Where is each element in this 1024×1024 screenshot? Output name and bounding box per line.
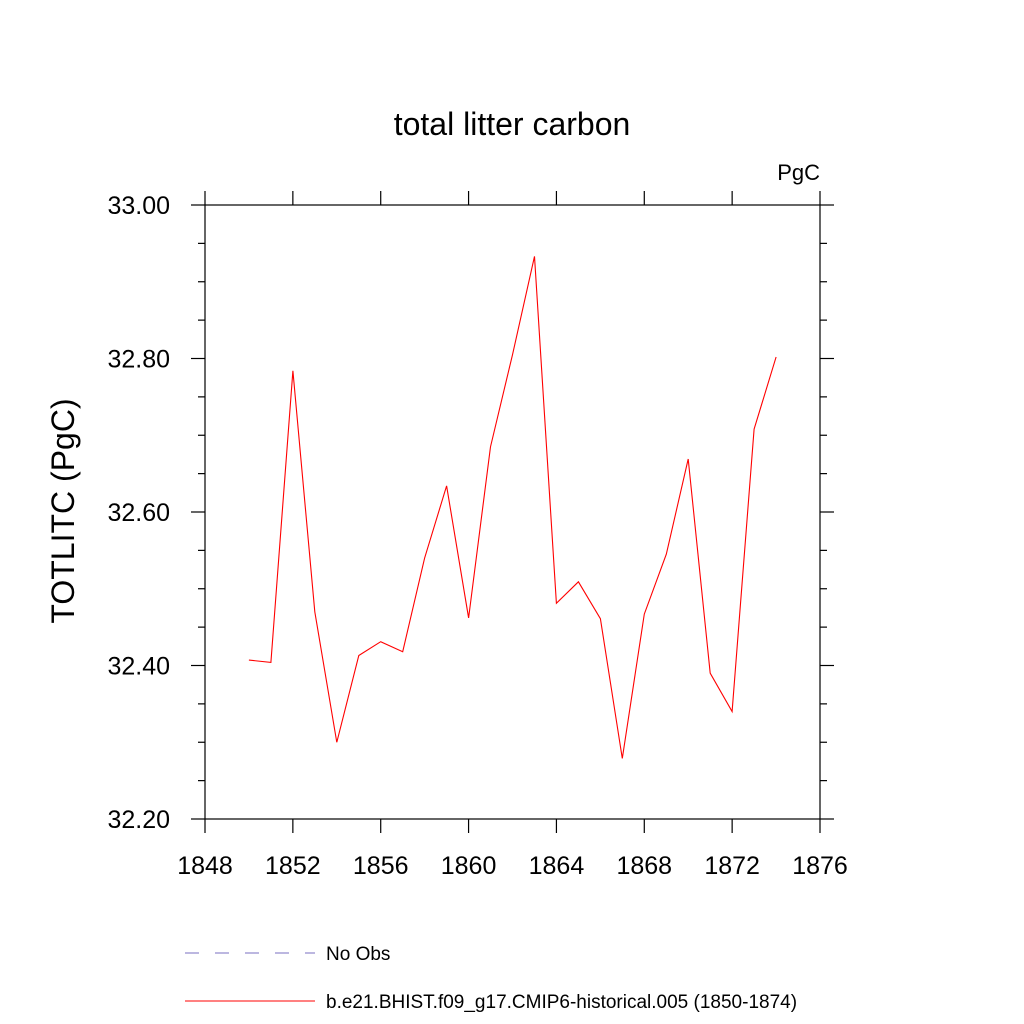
y-axis: 32.20 32.40 32.60 32.80 33.00 bbox=[107, 192, 834, 834]
x-tick-label: 1856 bbox=[353, 852, 409, 880]
plot-frame bbox=[204, 204, 821, 820]
series-line bbox=[248, 256, 777, 759]
x-tick-label: 1848 bbox=[177, 852, 233, 880]
y-tick-label: 32.80 bbox=[107, 346, 170, 374]
x-tick-label: 1860 bbox=[441, 852, 497, 880]
x-tick-label: 1852 bbox=[265, 852, 321, 880]
chart-title: total litter carbon bbox=[394, 106, 631, 142]
x-tick-label: 1872 bbox=[704, 852, 760, 880]
x-tick-label: 1868 bbox=[616, 852, 672, 880]
y-axis-label: TOTLITC (PgC) bbox=[45, 398, 81, 623]
y-tick-label: 33.00 bbox=[107, 192, 170, 220]
y-tick-label: 32.60 bbox=[107, 499, 170, 527]
plot-area: 1848 1852 1856 1860 1864 1868 1872 1876 32.2032… bbox=[107, 191, 848, 880]
x-tick-label: 1876 bbox=[792, 852, 848, 880]
units-label: PgC bbox=[777, 160, 820, 185]
legend-label-no-obs: No Obs bbox=[326, 944, 390, 965]
x-tick-label: 1864 bbox=[529, 852, 585, 880]
x-axis: 1848 1852 1856 1860 1864 1868 1872 1876 bbox=[177, 191, 848, 880]
legend: No Obs b.e21.BHIST.f09_g17.CMIP6-histori… bbox=[185, 944, 797, 1013]
legend-label-historical: b.e21.BHIST.f09_g17.CMIP6-historical.005… bbox=[326, 992, 797, 1013]
y-tick-label: 32.20 bbox=[107, 806, 170, 834]
y-tick-label: 32.40 bbox=[107, 653, 170, 681]
series-layer bbox=[248, 256, 777, 759]
